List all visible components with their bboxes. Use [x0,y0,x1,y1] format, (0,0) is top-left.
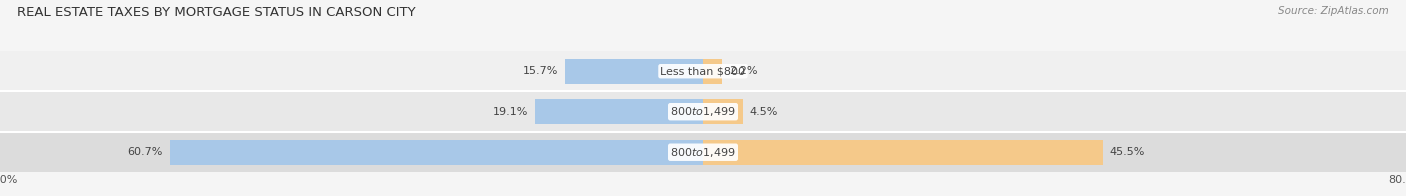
Text: 15.7%: 15.7% [523,66,558,76]
Text: 2.2%: 2.2% [730,66,758,76]
Bar [565,59,703,84]
Bar [0,132,1406,172]
Text: 45.5%: 45.5% [1109,147,1146,157]
Bar [536,99,703,124]
Text: Less than $800: Less than $800 [661,66,745,76]
Bar [703,59,723,84]
Text: 60.7%: 60.7% [127,147,163,157]
Text: REAL ESTATE TAXES BY MORTGAGE STATUS IN CARSON CITY: REAL ESTATE TAXES BY MORTGAGE STATUS IN … [17,6,416,19]
Bar [170,140,703,165]
Text: $800 to $1,499: $800 to $1,499 [671,105,735,118]
Bar [0,51,1406,92]
Bar [703,140,1102,165]
Text: 4.5%: 4.5% [749,107,778,117]
Text: Source: ZipAtlas.com: Source: ZipAtlas.com [1278,6,1389,16]
Text: 19.1%: 19.1% [492,107,529,117]
Text: $800 to $1,499: $800 to $1,499 [671,146,735,159]
Bar [0,92,1406,132]
Bar [703,99,742,124]
